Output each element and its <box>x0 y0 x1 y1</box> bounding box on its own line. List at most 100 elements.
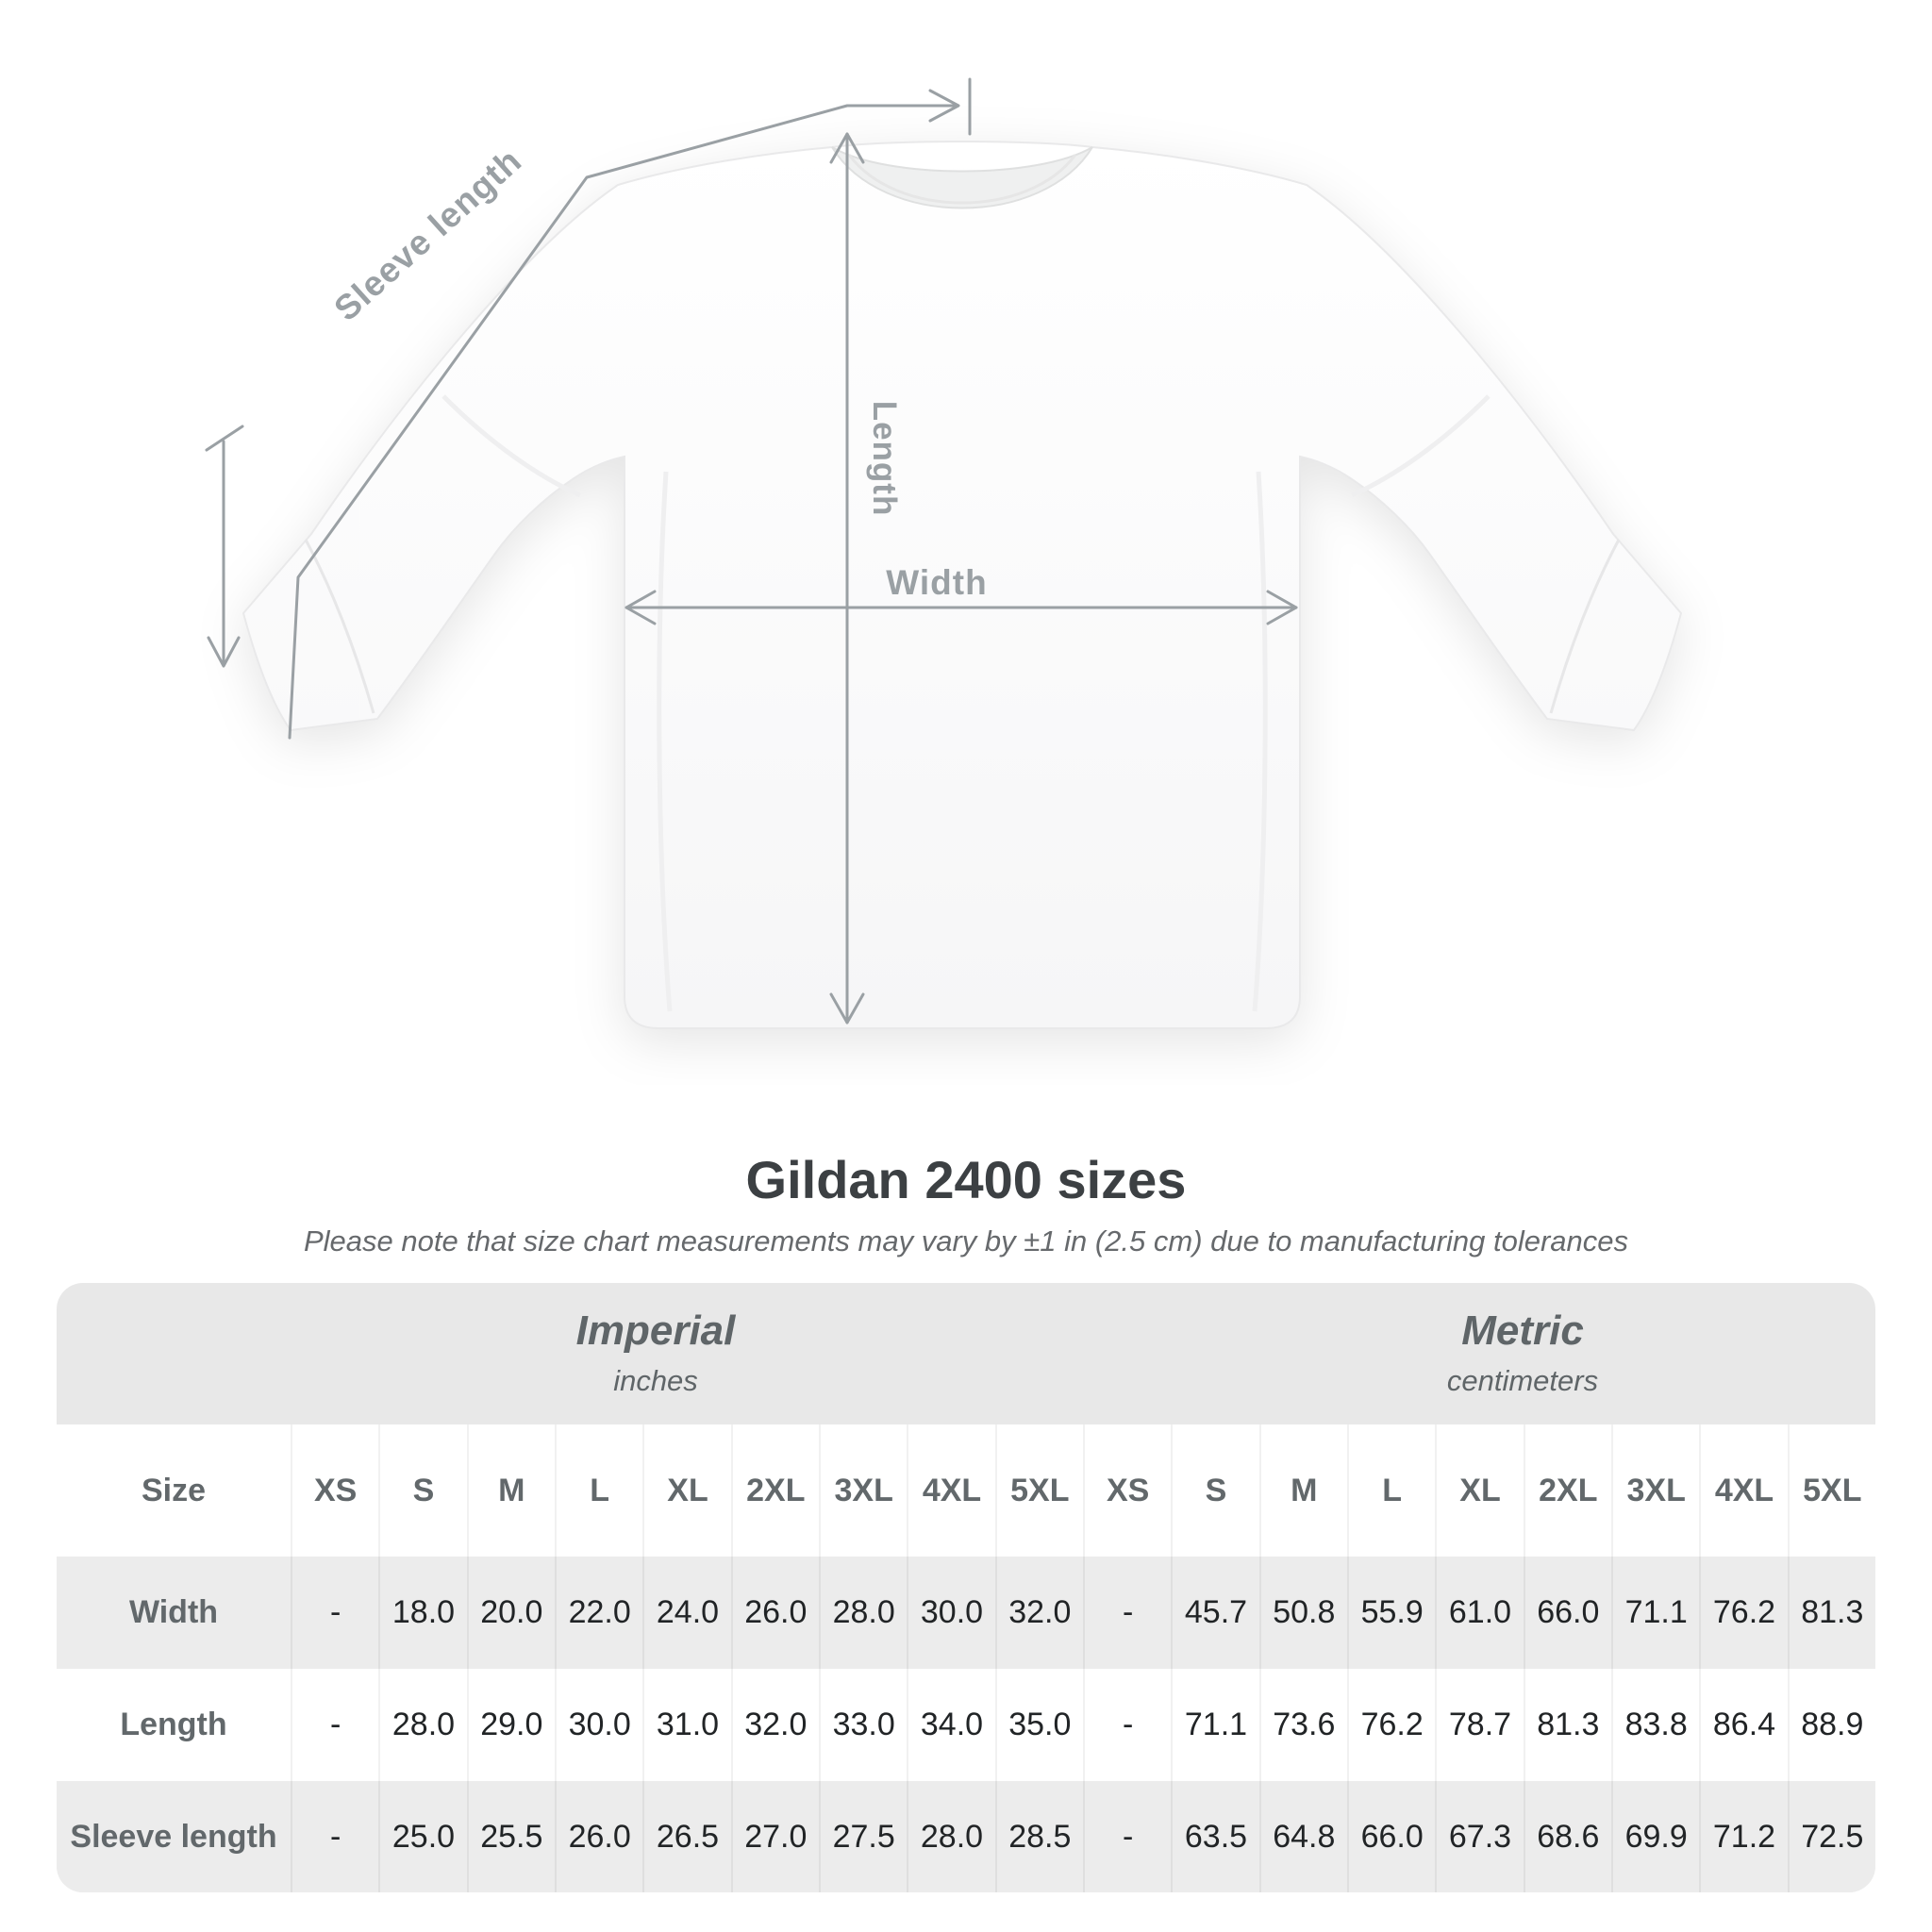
page-title: Gildan 2400 sizes <box>745 1150 1187 1209</box>
size-header-metric-m: M <box>1258 1424 1347 1557</box>
value-metric: 81.3 <box>1787 1557 1875 1669</box>
value-metric: 68.6 <box>1523 1781 1611 1892</box>
value-imperial: 26.5 <box>642 1781 730 1892</box>
value-metric: 72.5 <box>1787 1781 1875 1892</box>
value-metric: 71.2 <box>1699 1781 1787 1892</box>
value-imperial: 30.0 <box>555 1669 642 1781</box>
value-imperial: 26.0 <box>730 1557 819 1669</box>
size-header-metric-s: S <box>1171 1424 1258 1557</box>
size-header-imperial-3xl: 3XL <box>819 1424 907 1557</box>
value-imperial: 29.0 <box>466 1669 555 1781</box>
value-imperial: 26.0 <box>555 1781 642 1892</box>
value-metric: 50.8 <box>1258 1557 1347 1669</box>
value-metric: - <box>1083 1557 1171 1669</box>
size-table-card: Imperial inches Metric centimeters Size X… <box>57 1283 1875 1892</box>
size-header-imperial-xs: XS <box>291 1424 378 1557</box>
value-imperial: 27.5 <box>819 1781 907 1892</box>
table-row: Length -28.0 29.0 30.0 31.0 32.0 33.0 34.0 35.0-… <box>57 1669 1875 1781</box>
size-header-metric-3xl: 3XL <box>1611 1424 1699 1557</box>
long-sleeve-shirt-illustration <box>242 141 1683 1029</box>
value-metric: - <box>1083 1669 1171 1781</box>
width-label: Width <box>886 563 987 602</box>
value-metric: 45.7 <box>1171 1557 1258 1669</box>
tolerance-note: Please note that size chart measurements… <box>303 1224 1629 1257</box>
size-header-metric-xl: XL <box>1435 1424 1523 1557</box>
size-header-imperial-2xl: 2XL <box>730 1424 819 1557</box>
value-imperial: - <box>291 1781 378 1892</box>
value-metric: 71.1 <box>1611 1557 1699 1669</box>
metric-header: Metric centimeters <box>1113 1283 1875 1398</box>
size-header-row: Size XS S M L XL 2XL 3XL 4XL 5XL XS S M L XL 2XL 3XL 4XL 5… <box>57 1424 1875 1557</box>
row-label: Length <box>120 1707 227 1742</box>
value-metric: 64.8 <box>1258 1781 1347 1892</box>
shirt-diagram: Sleeve length Length Width <box>205 77 1683 1029</box>
size-header-metric-l: L <box>1347 1424 1435 1557</box>
value-metric: 83.8 <box>1611 1669 1699 1781</box>
size-header-metric-2xl: 2XL <box>1523 1424 1611 1557</box>
value-imperial: 28.0 <box>819 1557 907 1669</box>
value-metric: 67.3 <box>1435 1781 1523 1892</box>
size-header-imperial-5xl: 5XL <box>994 1424 1083 1557</box>
value-imperial: 25.5 <box>466 1781 555 1892</box>
size-header-metric-4xl: 4XL <box>1699 1424 1787 1557</box>
value-imperial: 27.0 <box>730 1781 819 1892</box>
imperial-header: Imperial inches <box>57 1283 1255 1398</box>
size-header-imperial-m: M <box>466 1424 555 1557</box>
width-arrow <box>625 590 1298 625</box>
value-imperial: 28.0 <box>907 1781 994 1892</box>
value-metric: 78.7 <box>1435 1669 1523 1781</box>
value-metric: 88.9 <box>1787 1669 1875 1781</box>
value-imperial: 20.0 <box>466 1557 555 1669</box>
value-imperial: 35.0 <box>994 1669 1083 1781</box>
collar <box>831 146 1093 209</box>
value-imperial: 25.0 <box>378 1781 466 1892</box>
size-header-imperial-4xl: 4XL <box>907 1424 994 1557</box>
length-label: Length <box>866 401 903 517</box>
value-imperial: 30.0 <box>907 1557 994 1669</box>
value-imperial: 32.0 <box>730 1669 819 1781</box>
length-arrow <box>829 132 865 1024</box>
value-imperial: - <box>291 1557 378 1669</box>
imperial-unit: inches <box>613 1364 698 1397</box>
imperial-title: Imperial <box>575 1307 736 1354</box>
value-imperial: 34.0 <box>907 1669 994 1781</box>
value-metric: 61.0 <box>1435 1557 1523 1669</box>
metric-unit: centimeters <box>1446 1364 1599 1397</box>
sleeve-length-line <box>205 77 972 740</box>
value-imperial: 33.0 <box>819 1669 907 1781</box>
value-imperial: 22.0 <box>555 1557 642 1669</box>
value-metric: 69.9 <box>1611 1781 1699 1892</box>
table-row: Width -18.0 20.0 22.0 24.0 26.0 28.0 30.0 32.0-4… <box>57 1557 1875 1669</box>
row-label: Width <box>128 1594 219 1630</box>
size-column-header: Size <box>141 1472 207 1508</box>
row-label: Sleeve length <box>70 1819 277 1855</box>
value-imperial: 18.0 <box>378 1557 466 1669</box>
size-header-imperial-xl: XL <box>642 1424 730 1557</box>
unit-header-row: Imperial inches Metric centimeters <box>57 1283 1875 1424</box>
value-metric: 86.4 <box>1699 1669 1787 1781</box>
value-metric: 81.3 <box>1523 1669 1611 1781</box>
value-imperial: 31.0 <box>642 1669 730 1781</box>
size-header-metric-xs: XS <box>1083 1424 1171 1557</box>
value-metric: 66.0 <box>1347 1781 1435 1892</box>
size-header-imperial-s: S <box>378 1424 466 1557</box>
value-metric: - <box>1083 1781 1171 1892</box>
value-imperial: 32.0 <box>994 1557 1083 1669</box>
metric-title: Metric <box>1461 1307 1584 1354</box>
value-metric: 71.1 <box>1171 1669 1258 1781</box>
value-metric: 55.9 <box>1347 1557 1435 1669</box>
size-header-imperial-l: L <box>555 1424 642 1557</box>
table-row: Sleeve length -25.0 25.5 26.0 26.5 27.0 27.5 28… <box>57 1781 1875 1892</box>
value-imperial: 28.5 <box>994 1781 1083 1892</box>
value-metric: 63.5 <box>1171 1781 1258 1892</box>
value-imperial: 28.0 <box>378 1669 466 1781</box>
value-metric: 76.2 <box>1699 1557 1787 1669</box>
value-metric: 66.0 <box>1523 1557 1611 1669</box>
size-table: Size XS S M L XL 2XL 3XL 4XL 5XL XS S M L XL 2XL 3XL 4XL 5… <box>57 1424 1875 1892</box>
size-header-metric-5xl: 5XL <box>1787 1424 1875 1557</box>
value-metric: 76.2 <box>1347 1669 1435 1781</box>
value-metric: 73.6 <box>1258 1669 1347 1781</box>
value-imperial: - <box>291 1669 378 1781</box>
value-imperial: 24.0 <box>642 1557 730 1669</box>
